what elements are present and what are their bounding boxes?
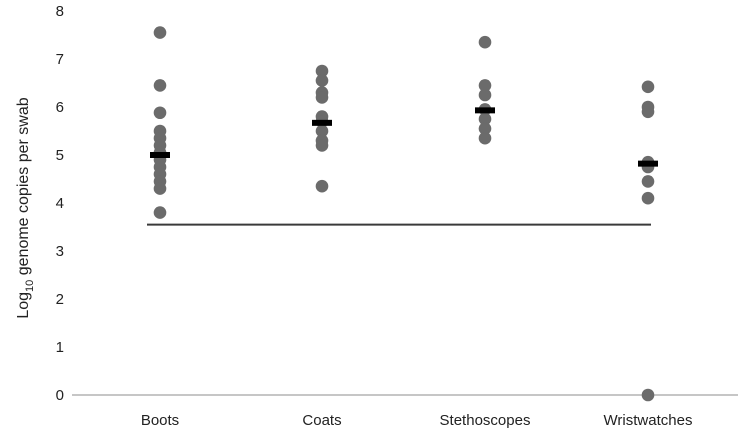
x-category-label: Stethoscopes — [440, 412, 531, 429]
x-axis-category-labels: Boots Coats Stethoscopes Wristwatches — [141, 412, 693, 429]
y-tick-label: 4 — [56, 195, 64, 212]
data-point — [315, 74, 329, 87]
data-point — [315, 139, 329, 152]
y-tick-label: 7 — [56, 51, 64, 68]
data-point — [641, 388, 655, 402]
data-point — [315, 64, 329, 78]
data-point — [153, 79, 167, 92]
x-category-label: Boots — [141, 412, 179, 429]
data-point — [478, 88, 492, 102]
data-point — [641, 80, 655, 94]
data-point — [641, 191, 655, 205]
data-point — [478, 79, 492, 92]
data-point — [153, 206, 167, 219]
data-point — [641, 175, 655, 188]
data-point — [315, 179, 329, 193]
mean-bar — [638, 160, 658, 167]
data-point — [478, 35, 492, 49]
data-point — [641, 105, 655, 119]
y-tick-label: 0 — [56, 387, 64, 404]
x-category-label: Wristwatches — [604, 412, 693, 429]
data-point — [478, 112, 492, 126]
data-point — [315, 124, 329, 138]
mean-markers — [150, 107, 658, 167]
mean-bar — [475, 107, 495, 114]
data-point — [153, 106, 167, 120]
data-point — [153, 182, 167, 195]
y-tick-label: 1 — [56, 339, 64, 356]
y-tick-label: 8 — [56, 3, 64, 20]
mean-bar — [150, 152, 170, 158]
y-tick-label: 2 — [56, 291, 64, 308]
y-axis-label: Log10 genome copies per swab — [15, 97, 36, 318]
y-axis-ticks: 0 1 2 3 4 5 6 7 8 — [56, 3, 64, 404]
y-tick-label: 3 — [56, 243, 64, 260]
y-tick-label: 6 — [56, 99, 64, 116]
data-points — [153, 26, 655, 402]
data-point — [315, 91, 329, 104]
data-point — [478, 122, 492, 135]
x-category-label: Coats — [302, 412, 341, 429]
data-point — [478, 131, 492, 145]
mean-bar — [312, 119, 332, 126]
data-point — [153, 26, 167, 39]
y-tick-label: 5 — [56, 147, 64, 164]
